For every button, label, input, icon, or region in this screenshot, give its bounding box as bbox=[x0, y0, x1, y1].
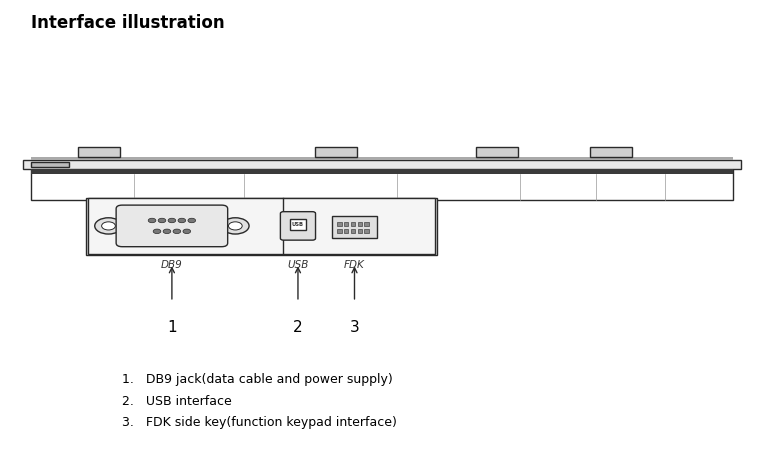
Circle shape bbox=[222, 218, 249, 235]
Bar bbox=[364, 222, 369, 226]
Circle shape bbox=[178, 219, 186, 223]
Text: USB: USB bbox=[287, 259, 309, 269]
Bar bbox=[31, 169, 733, 201]
Circle shape bbox=[158, 219, 166, 223]
Bar bbox=[332, 216, 377, 238]
Bar bbox=[88, 198, 435, 255]
Bar bbox=[31, 157, 733, 161]
Bar bbox=[86, 198, 437, 256]
Bar bbox=[591, 147, 633, 157]
Bar bbox=[358, 222, 362, 226]
Circle shape bbox=[183, 230, 191, 234]
Circle shape bbox=[95, 218, 122, 235]
Circle shape bbox=[102, 222, 115, 230]
Bar bbox=[344, 230, 348, 234]
Circle shape bbox=[154, 230, 161, 234]
Text: DB9: DB9 bbox=[161, 259, 183, 269]
FancyBboxPatch shape bbox=[280, 212, 316, 241]
Bar bbox=[351, 222, 355, 226]
Bar bbox=[31, 162, 69, 168]
Bar bbox=[358, 230, 362, 234]
Text: 3: 3 bbox=[350, 319, 359, 335]
Text: FDK: FDK bbox=[344, 259, 365, 269]
Bar bbox=[337, 230, 342, 234]
Circle shape bbox=[148, 219, 156, 223]
Bar bbox=[315, 147, 357, 157]
Text: 1: 1 bbox=[167, 319, 176, 335]
Bar bbox=[23, 161, 741, 169]
Text: 3.   FDK side key(function keypad interface): 3. FDK side key(function keypad interfac… bbox=[122, 415, 397, 428]
Bar bbox=[475, 147, 518, 157]
Text: 2: 2 bbox=[293, 319, 303, 335]
Bar bbox=[290, 219, 306, 231]
Circle shape bbox=[163, 230, 171, 234]
Bar bbox=[337, 222, 342, 226]
Bar bbox=[351, 230, 355, 234]
FancyBboxPatch shape bbox=[116, 206, 228, 247]
Text: 2.   USB interface: 2. USB interface bbox=[122, 394, 232, 407]
Circle shape bbox=[173, 230, 181, 234]
Bar bbox=[344, 222, 348, 226]
Circle shape bbox=[188, 219, 196, 223]
Text: Interface illustration: Interface illustration bbox=[31, 14, 224, 32]
Text: USB: USB bbox=[292, 221, 304, 226]
Bar bbox=[364, 230, 369, 234]
Circle shape bbox=[228, 222, 242, 230]
Bar bbox=[79, 147, 121, 157]
Bar bbox=[31, 169, 733, 175]
Text: 1.   DB9 jack(data cable and power supply): 1. DB9 jack(data cable and power supply) bbox=[122, 372, 393, 385]
Circle shape bbox=[168, 219, 176, 223]
